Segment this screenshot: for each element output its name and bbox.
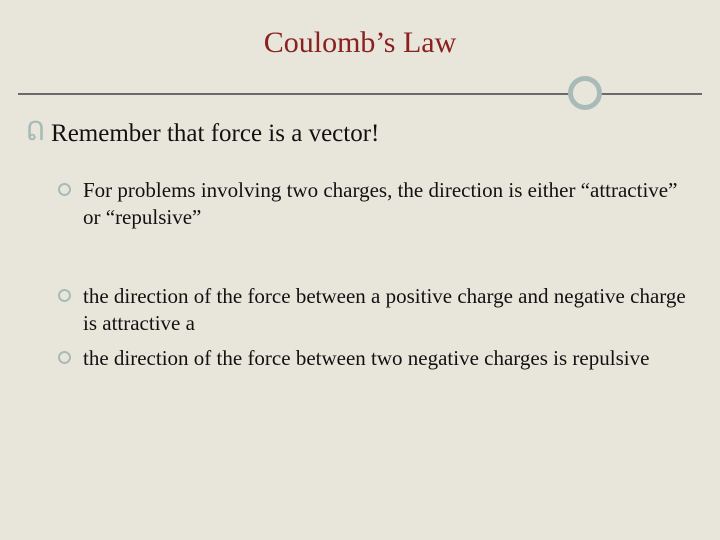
sub-bullet-list: For problems involving two charges, the … <box>26 177 694 371</box>
sub-bullet: the direction of the force between a pos… <box>58 283 694 337</box>
hollow-circle-icon <box>58 351 71 364</box>
title-divider <box>18 76 702 112</box>
sub-bullet: For problems involving two charges, the … <box>58 177 694 231</box>
hollow-circle-icon <box>58 289 71 302</box>
curlicue-bullet-icon: ᕠ <box>26 118 45 147</box>
slide-title: Coulomb’s Law <box>0 0 720 76</box>
content-area: ᕠ Remember that force is a vector! For p… <box>0 112 720 372</box>
divider-circle-icon <box>568 76 602 110</box>
slide: Coulomb’s Law ᕠ Remember that force is a… <box>0 0 720 540</box>
sub-bullet-text: the direction of the force between a pos… <box>83 283 694 337</box>
hollow-circle-icon <box>58 183 71 196</box>
sub-bullet-text: For problems involving two charges, the … <box>83 177 694 231</box>
sub-bullet: the direction of the force between two n… <box>58 345 694 372</box>
main-bullet-text: Remember that force is a vector! <box>51 118 379 149</box>
main-bullet: ᕠ Remember that force is a vector! <box>26 118 694 149</box>
sub-bullet-text: the direction of the force between two n… <box>83 345 649 372</box>
